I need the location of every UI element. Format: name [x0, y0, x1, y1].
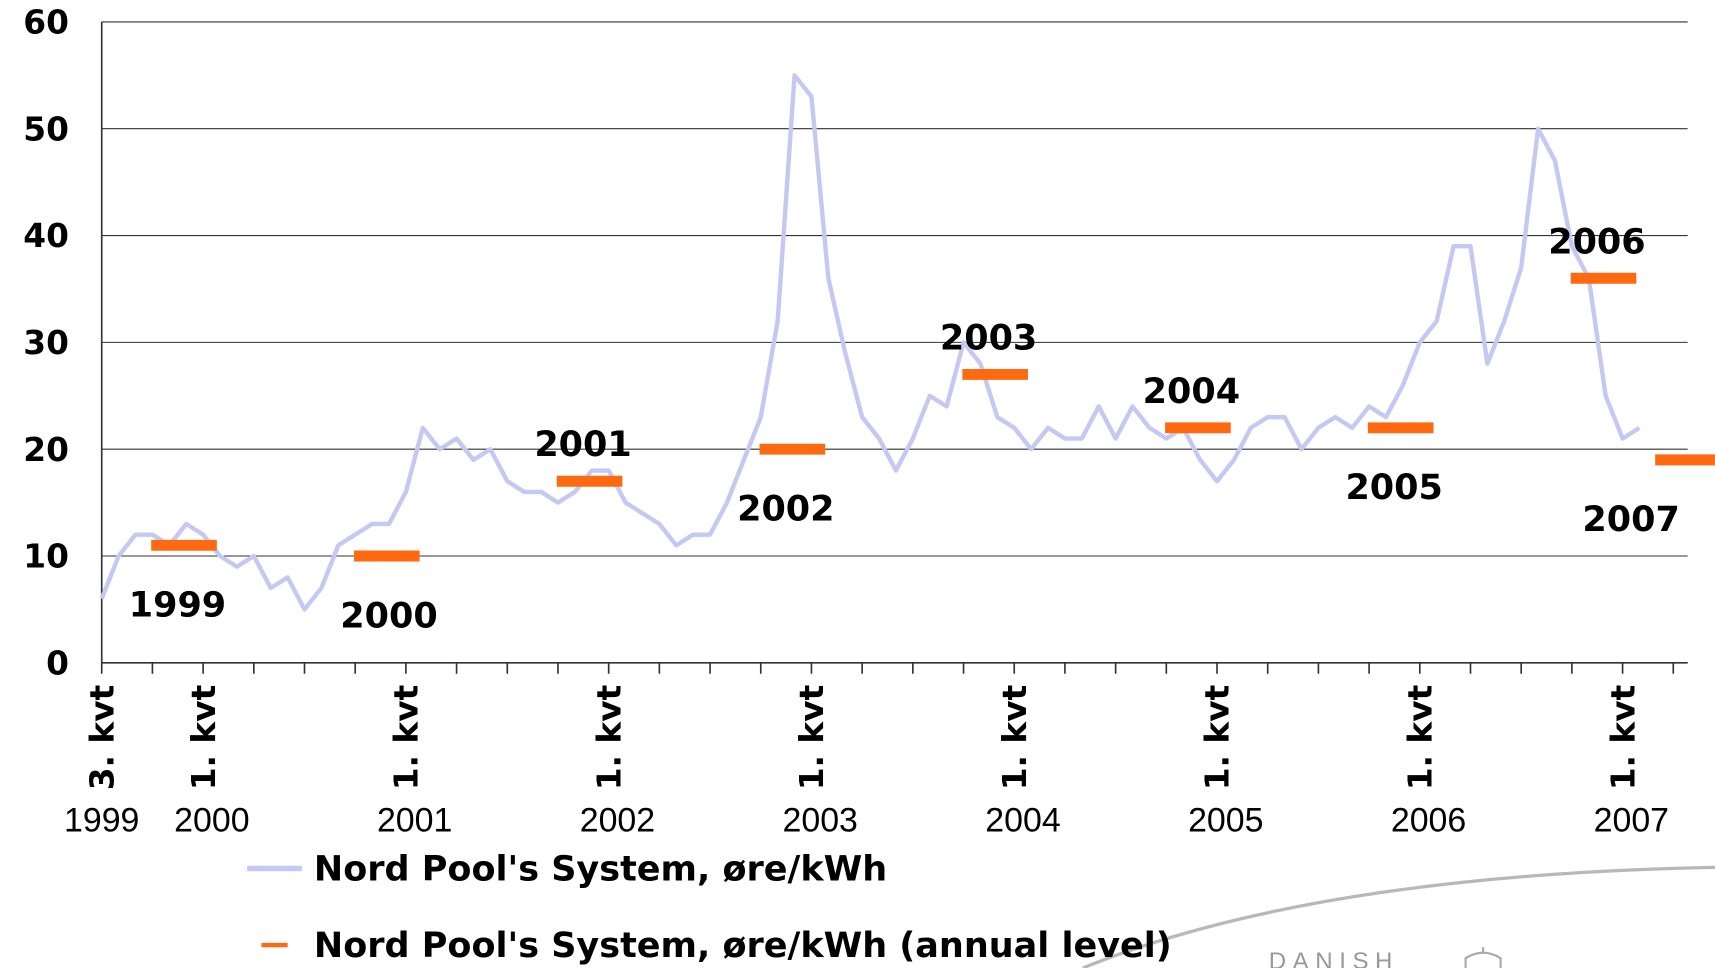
x-year-label: 2004	[985, 801, 1060, 839]
y-tick-label: 40	[23, 217, 69, 255]
x-tick-label: 1. kvt	[388, 685, 426, 791]
annual-label: 2000	[340, 596, 437, 636]
price-line	[99, 73, 1641, 612]
y-tick-label: 60	[23, 4, 69, 42]
y-tick-label: 10	[23, 538, 69, 576]
x-tick-label: 1. kvt	[1401, 685, 1439, 791]
x-tick-label: 1. kvt	[996, 685, 1034, 791]
x-year-label: 2001	[377, 801, 452, 839]
annual-label: 2005	[1345, 468, 1442, 508]
annual-label: 1999	[129, 586, 226, 626]
x-tick-label: 3. kvt	[83, 685, 121, 791]
legend-label: Nord Pool's System, øre/kWh (annual leve…	[314, 926, 1172, 966]
legend-label: Nord Pool's System, øre/kWh	[314, 850, 887, 890]
logo-curve	[1082, 865, 1715, 968]
x-year-label: 2007	[1594, 801, 1669, 839]
x-year-label: 2000	[174, 801, 249, 839]
y-tick-label: 20	[23, 431, 69, 469]
x-tick-label: 1. kvt	[1199, 685, 1237, 791]
x-year-label: 2005	[1188, 801, 1263, 839]
annual-label: 2003	[940, 318, 1037, 358]
logo-text: DANISH	[1269, 948, 1399, 968]
x-year-label: 1999	[64, 801, 139, 839]
x-tick-label: 1. kvt	[793, 685, 831, 791]
x-year-label: 2003	[783, 801, 858, 839]
annual-label: 2002	[737, 489, 834, 529]
annual-label: 2004	[1143, 372, 1240, 412]
annual-label: 2007	[1582, 500, 1679, 540]
logo-crown	[1464, 947, 1502, 968]
y-tick-label: 50	[23, 110, 69, 148]
x-tick-label: 1. kvt	[590, 685, 628, 791]
x-tick-label: 1. kvt	[1604, 685, 1642, 791]
x-tick-label: 1. kvt	[185, 685, 223, 791]
annual-label: 2006	[1548, 222, 1645, 262]
x-year-label: 2006	[1391, 801, 1466, 839]
y-tick-label: 0	[46, 645, 69, 683]
x-year-label: 2002	[580, 801, 655, 839]
y-tick-label: 30	[23, 324, 69, 362]
annual-label: 2001	[534, 425, 631, 465]
